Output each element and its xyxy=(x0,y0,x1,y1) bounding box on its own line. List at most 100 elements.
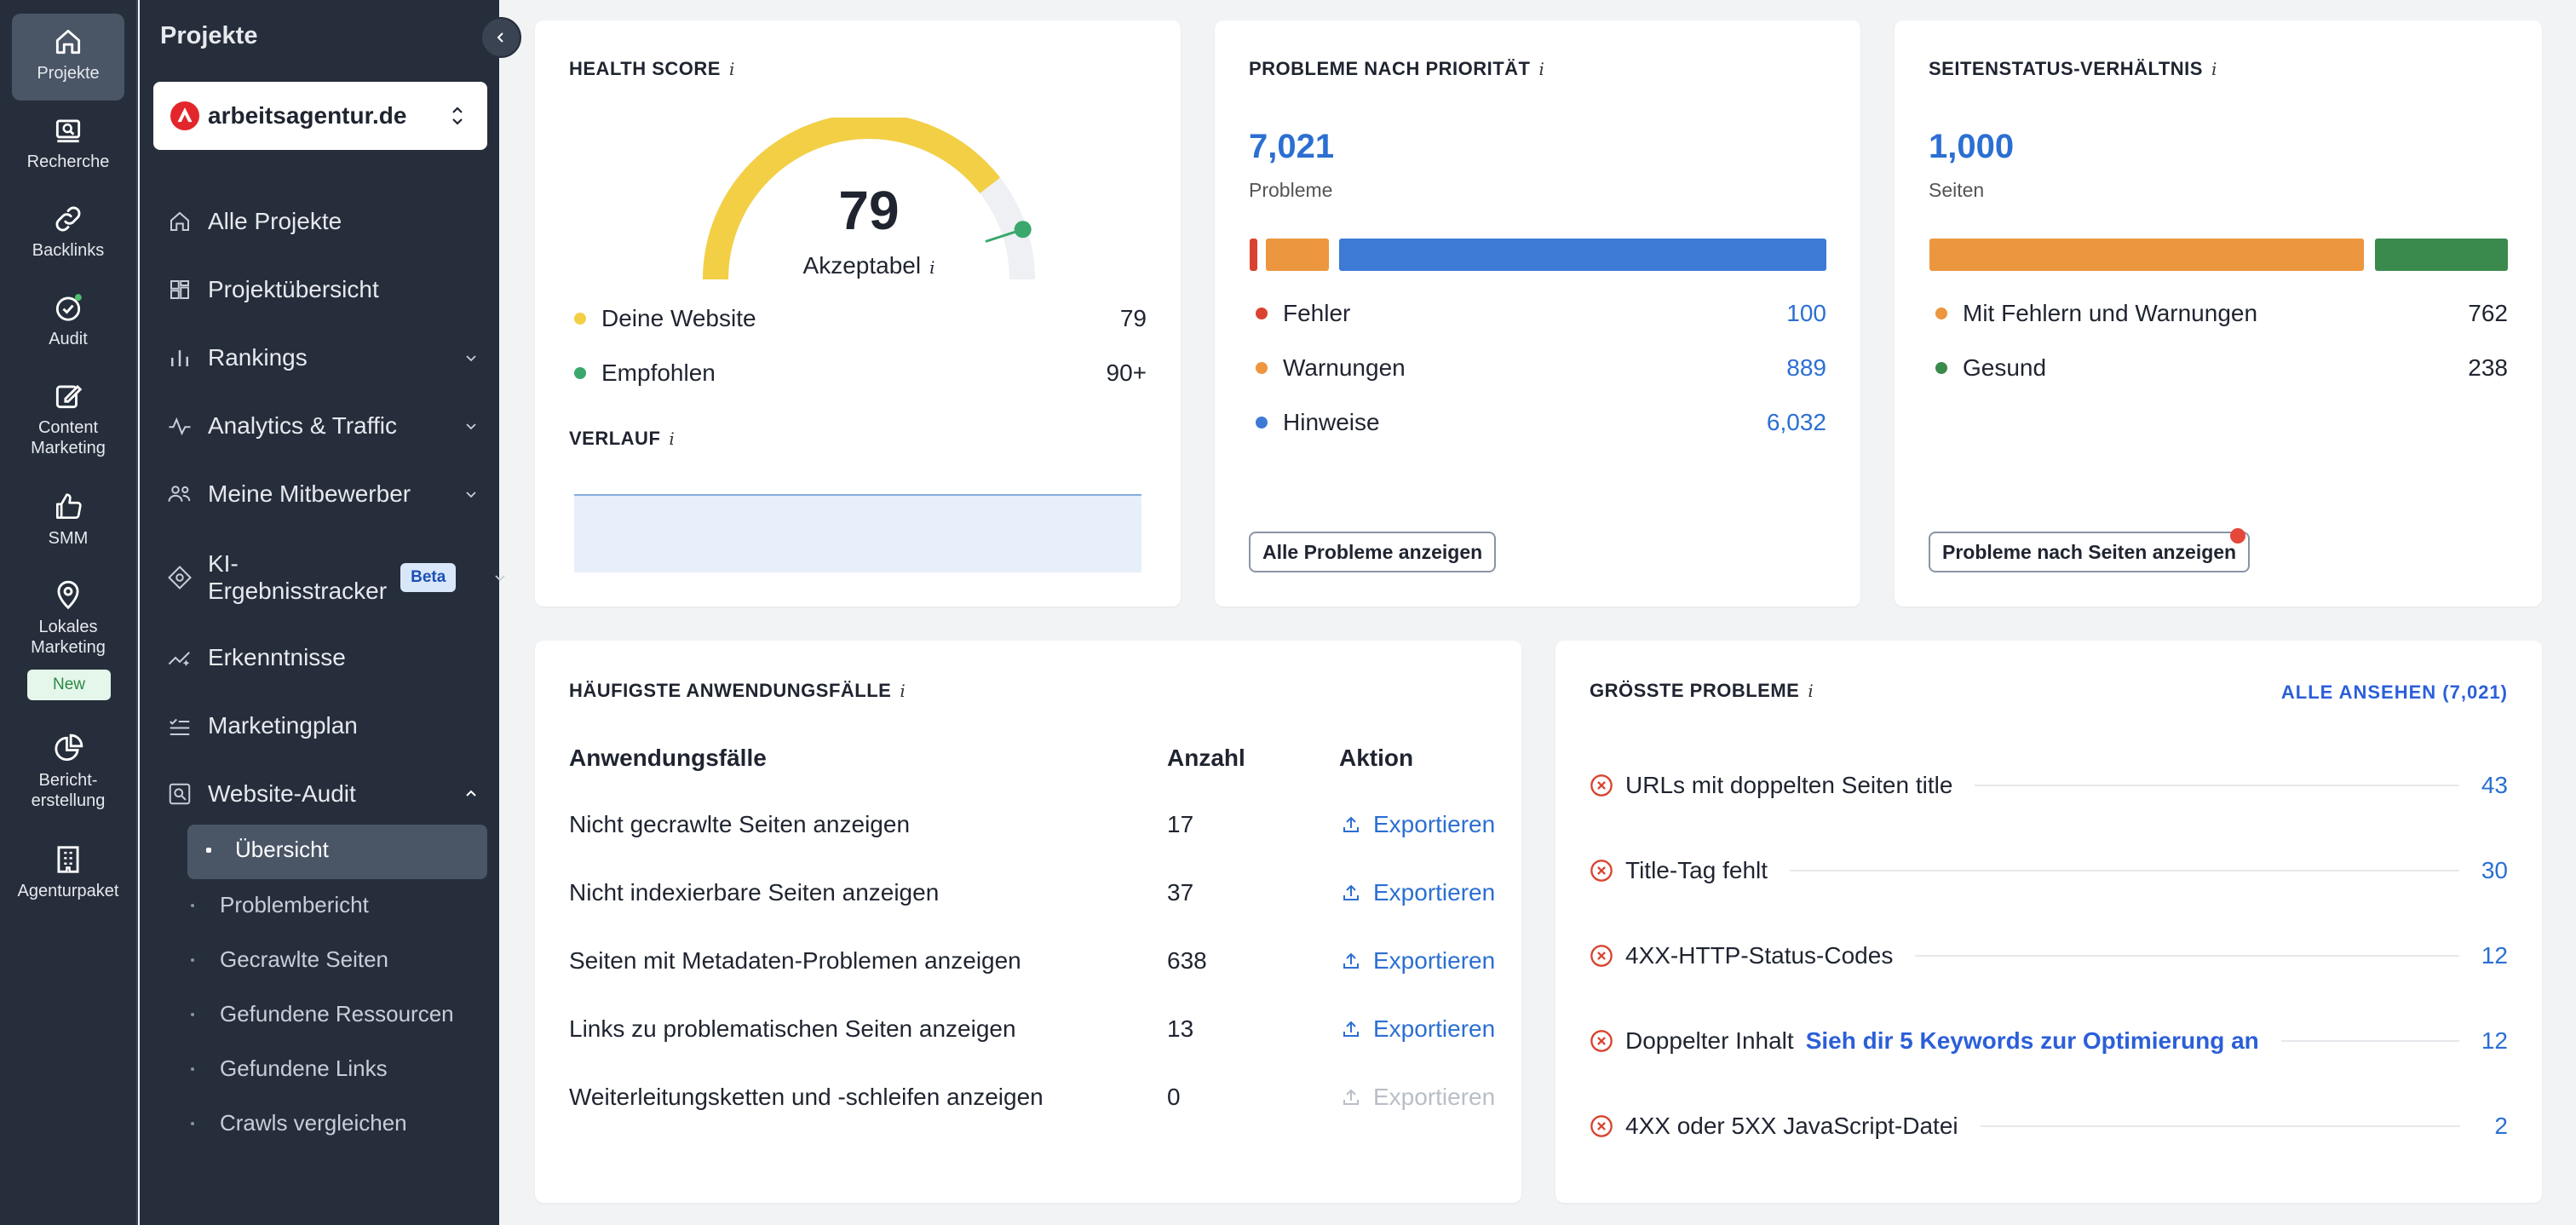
priority-total-label: Probleme xyxy=(1249,179,1333,201)
collapse-sidebar-button[interactable] xyxy=(480,17,521,58)
issue-row[interactable]: 4XX oder 5XX JavaScript-Datei 2 xyxy=(1590,1109,2508,1143)
warnungen-count[interactable]: 889 xyxy=(1786,354,1826,381)
legend-fehler: Fehler xyxy=(1256,300,1350,327)
bar-fehler xyxy=(1250,239,1257,271)
subnav-gefundene-links[interactable]: Gefundene Links xyxy=(191,1055,388,1082)
new-badge: New xyxy=(27,670,111,700)
issue-count[interactable]: 43 xyxy=(2481,772,2508,798)
subnav-problembericht[interactable]: Problembericht xyxy=(191,892,369,918)
subnav-gecrawlte-seiten[interactable]: Gecrawlte Seiten xyxy=(191,946,388,973)
mit-fehlern-count: 762 xyxy=(2468,300,2508,326)
chevron-down-icon xyxy=(466,423,476,430)
nav-mitbewerber[interactable]: Meine Mitbewerber xyxy=(167,477,479,511)
issue-count[interactable]: 2 xyxy=(2494,1113,2508,1139)
use-cases-title: HÄUFIGSTE ANWENDUNGSFÄLLE i xyxy=(569,680,906,702)
issue-count[interactable]: 30 xyxy=(2481,857,2508,883)
project-selector[interactable]: arbeitsagentur.de xyxy=(153,82,487,150)
export-label: Exportieren xyxy=(1373,947,1496,974)
upload-icon xyxy=(1343,884,1359,900)
rail-label: Recherche xyxy=(26,152,110,171)
info-icon[interactable]: i xyxy=(900,681,906,701)
info-icon[interactable]: i xyxy=(669,428,676,449)
info-icon[interactable]: i xyxy=(1808,681,1814,701)
rail-content-marketing[interactable]: Content Marketing xyxy=(12,368,124,458)
legend-dot xyxy=(1256,417,1268,428)
health-score-value: 79 xyxy=(838,180,900,241)
nav-label: Rankings xyxy=(208,344,308,371)
legend-dot xyxy=(1935,362,1947,374)
nav-rankings[interactable]: Rankings xyxy=(167,341,479,375)
keywords-optimization-link[interactable]: Sieh dir 5 Keywords zur Optimierung an xyxy=(1805,1027,2259,1054)
nav-erkenntnisse[interactable]: Erkenntnisse xyxy=(167,641,479,675)
issue-row[interactable]: Doppelter Inhalt Sieh dir 5 Keywords zur… xyxy=(1590,1024,2508,1058)
probleme-nach-seiten-button[interactable]: Probleme nach Seiten anzeigen xyxy=(1929,532,2251,572)
legend-label: Gesund xyxy=(1963,354,2047,381)
row-count[interactable]: 13 xyxy=(1167,1015,1194,1042)
info-icon[interactable]: i xyxy=(2211,59,2217,79)
rail-label: Lokales Marketing xyxy=(31,618,106,657)
info-icon[interactable]: i xyxy=(728,59,735,79)
nav-marketingplan[interactable]: Marketingplan xyxy=(167,709,479,743)
ai-tracker-icon xyxy=(168,566,192,589)
alle-probleme-button[interactable]: Alle Probleme anzeigen xyxy=(1249,532,1497,572)
nav-ki-ergebnisstracker[interactable]: KI- Ergebnisstracker Beta xyxy=(167,545,508,610)
page-status-card xyxy=(1895,20,2542,607)
rail-berichterstellung[interactable]: Bericht-erstellung xyxy=(12,721,124,811)
research-icon xyxy=(55,119,81,143)
location-pin-icon xyxy=(57,580,79,610)
divider xyxy=(1975,785,2459,786)
hinweise-count[interactable]: 6,032 xyxy=(1766,409,1826,435)
gesund-count: 238 xyxy=(2468,354,2508,381)
rail-smm[interactable]: SMM xyxy=(12,479,124,549)
nav-label: Website-Audit xyxy=(208,780,356,807)
row-count: 0 xyxy=(1167,1084,1181,1110)
chevron-down-icon xyxy=(466,355,476,362)
col-anwendungsfaelle: Anwendungsfälle xyxy=(569,745,767,771)
nav-website-audit[interactable]: Website-Audit xyxy=(167,777,479,811)
legend-label: Mit Fehlern und Warnungen xyxy=(1963,300,2258,326)
rail-recherche[interactable]: Recherche xyxy=(12,102,124,172)
use-cases-card xyxy=(535,641,1521,1203)
export-button[interactable]: Exportieren xyxy=(1341,947,1495,975)
row-label: Nicht indexierbare Seiten anzeigen xyxy=(569,879,940,906)
alle-ansehen-link[interactable]: ALLE ANSEHEN (7,021) xyxy=(2280,682,2508,703)
info-icon[interactable]: i xyxy=(929,257,935,278)
rail-agenturpaket[interactable]: Agenturpaket xyxy=(12,831,124,901)
row-count[interactable]: 17 xyxy=(1167,811,1194,837)
nav-label-line: Ergebnisstracker xyxy=(208,578,388,604)
subnav-uebersicht[interactable]: Übersicht xyxy=(206,837,329,863)
priority-title: PROBLEME NACH PRIORITÄT i xyxy=(1249,58,1544,80)
export-button[interactable]: Exportieren xyxy=(1341,811,1495,838)
export-button[interactable]: Exportieren xyxy=(1341,879,1495,906)
info-icon[interactable]: i xyxy=(1538,59,1545,79)
issue-label: 4XX-HTTP-Status-Codes xyxy=(1625,942,1894,969)
row-count[interactable]: 638 xyxy=(1167,947,1207,974)
fehler-count[interactable]: 100 xyxy=(1786,300,1826,326)
rail-lokales-marketing[interactable]: Lokales Marketing xyxy=(12,567,124,658)
bar-gesund xyxy=(2375,239,2508,271)
subnav-gefundene-ressourcen[interactable]: Gefundene Ressourcen xyxy=(191,1001,454,1027)
issue-row[interactable]: URLs mit doppelten Seiten title 43 xyxy=(1590,768,2508,802)
issue-label: Doppelter Inhalt xyxy=(1625,1027,1794,1054)
nav-alle-projekte[interactable]: Alle Projekte xyxy=(167,204,479,239)
export-label: Exportieren xyxy=(1373,1015,1496,1042)
subnav-label: Gecrawlte Seiten xyxy=(220,946,388,972)
card-title-text: PROBLEME NACH PRIORITÄT xyxy=(1249,58,1531,79)
export-button[interactable]: Exportieren xyxy=(1341,1015,1495,1043)
divider xyxy=(1790,870,2459,871)
issue-row[interactable]: Title-Tag fehlt 30 xyxy=(1590,854,2508,888)
rail-label: Backlinks xyxy=(32,241,105,260)
rail-backlinks[interactable]: Backlinks xyxy=(12,191,124,261)
nav-analytics-traffic[interactable]: Analytics & Traffic xyxy=(167,409,479,443)
project-sidebar: Projekte arbeitsagentur.de Alle Projekte… xyxy=(140,0,521,1225)
thumbs-up-icon xyxy=(55,493,82,520)
issue-row[interactable]: 4XX-HTTP-Status-Codes 12 xyxy=(1590,939,2508,973)
rail-audit[interactable]: Audit xyxy=(12,279,124,349)
card-title-text: VERLAUF xyxy=(569,428,661,449)
subnav-crawls-vergleichen[interactable]: Crawls vergleichen xyxy=(191,1110,407,1136)
nav-projektuebersicht[interactable]: Projektübersicht xyxy=(167,273,479,307)
row-count[interactable]: 37 xyxy=(1167,879,1194,906)
rail-projekte[interactable]: Projekte xyxy=(12,14,124,101)
issue-count[interactable]: 12 xyxy=(2481,1027,2508,1054)
issue-count[interactable]: 12 xyxy=(2481,942,2508,969)
